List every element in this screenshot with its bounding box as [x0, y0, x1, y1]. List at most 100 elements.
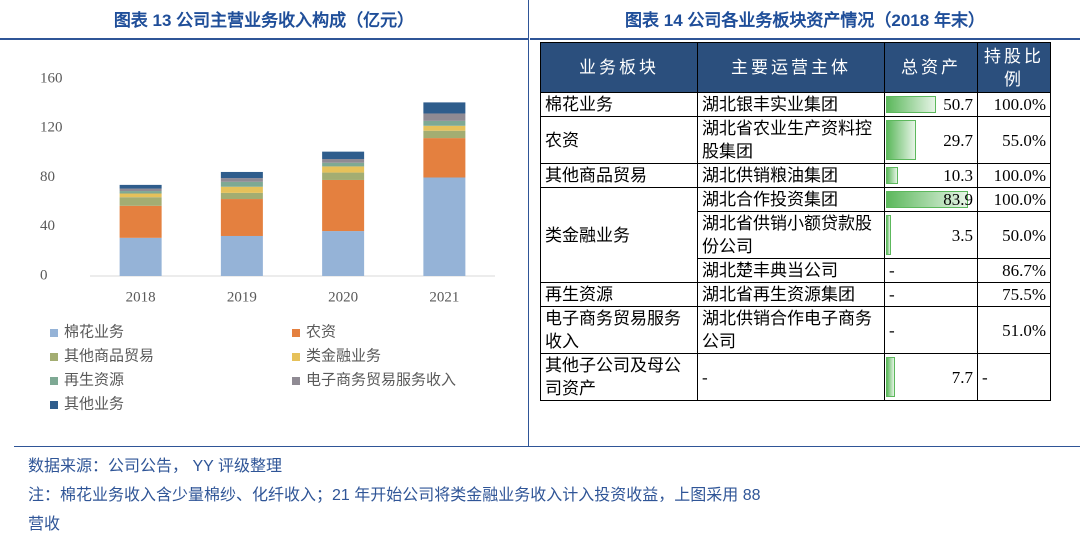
legend-swatch — [50, 353, 58, 361]
table-row: 再生资源 湖北省再生资源集团 - 75.5% — [540, 282, 1051, 307]
x-tick-label: 2020 — [328, 289, 358, 305]
data-bar — [886, 357, 896, 397]
legend-swatch — [50, 329, 58, 337]
entity-cell: 湖北省农业生产资料控股集团 — [697, 116, 885, 164]
assets-cell: 3.5 — [884, 211, 978, 259]
share-cell: - — [977, 353, 1051, 401]
asset-table: 业务板块 主要运营主体 总资产 持股比例 棉花业务 湖北银丰实业集团 50.7 100.0% 农… — [540, 42, 1051, 401]
y-tick-label: 80 — [40, 169, 55, 185]
legend-label: 其他业务 — [64, 395, 124, 412]
x-tick-label: 2021 — [429, 289, 459, 305]
share-cell: 50.0% — [977, 211, 1051, 259]
entity-cell: 湖北银丰实业集团 — [697, 92, 885, 117]
assets-value: 83.9 — [943, 190, 973, 209]
legend-label: 类金融业务 — [306, 347, 381, 364]
legend-label: 电子商务贸易服务收入 — [306, 371, 456, 388]
assets-cell: 10.3 — [884, 163, 978, 188]
table-row: 农资 湖北省农业生产资料控股集团 29.7 55.0% — [540, 116, 1051, 164]
bar-segment — [423, 125, 466, 131]
bar-segment — [322, 231, 365, 276]
assets-value: 7.7 — [951, 367, 973, 387]
legend-label: 棉花业务 — [64, 323, 124, 340]
y-tick-label: 40 — [40, 218, 55, 234]
share-cell: 55.0% — [977, 116, 1051, 164]
bar-segment — [423, 102, 466, 114]
segment-cell: 棉花业务 — [540, 92, 698, 117]
table-row: 电子商务贸易服务收入 湖北供销合作电子商务公司 - 51.0% — [540, 306, 1051, 354]
entity-cell: - — [697, 353, 885, 401]
header-row: 业务板块 主要运营主体 总资产 持股比例 — [540, 42, 1051, 93]
x-tick-label: 2018 — [126, 289, 156, 305]
entity-cell: 湖北供销粮油集团 — [697, 163, 885, 188]
note-line: 注：棉花业务收入含少量棉纱、化纤收入；21 年开始公司将类金融业务收入计入投资收… — [28, 487, 761, 504]
separator — [14, 446, 1080, 447]
bar-segment — [119, 188, 162, 192]
assets-cell: - — [884, 258, 978, 283]
bar-segment — [220, 199, 263, 236]
bar-segment — [322, 166, 365, 173]
segment-cell: 农资 — [540, 116, 698, 164]
notes: 数据来源：公司公告， YY 评级整理注：棉花业务收入含少量棉纱、化纤收入；21 … — [28, 452, 761, 539]
segment-cell: 其他商品贸易 — [540, 163, 698, 188]
data-bar — [886, 120, 917, 160]
legend-swatch — [292, 329, 300, 337]
table-row: 棉花业务 湖北银丰实业集团 50.7 100.0% — [540, 92, 1051, 117]
entity-cell: 湖北供销合作电子商务公司 — [697, 306, 885, 354]
x-tick-label: 2019 — [227, 289, 257, 305]
data-bar — [886, 96, 937, 113]
header-cell: 业务板块 — [540, 42, 698, 93]
share-cell: 100.0% — [977, 163, 1051, 188]
share-cell: 100.0% — [977, 92, 1051, 117]
header-cell: 持股比例 — [977, 42, 1051, 93]
assets-cell: 7.7 — [884, 353, 978, 401]
legend-swatch — [50, 377, 58, 385]
assets-value: 3.5 — [951, 225, 973, 245]
segment-cell: 再生资源 — [540, 282, 698, 307]
bar-segment — [423, 113, 466, 121]
assets-cell: - — [884, 282, 978, 307]
assets-value: 10.3 — [943, 166, 973, 185]
note-line: 数据来源：公司公告， YY 评级整理 — [28, 458, 282, 475]
y-tick-label: 160 — [40, 70, 63, 86]
bar-segment — [220, 171, 263, 179]
note-line: 营收 — [28, 516, 61, 533]
header-cell: 总资产 — [884, 42, 978, 93]
table-title: 图表 14 公司各业务板块资产情况（2018 年末） — [530, 8, 1080, 40]
data-bar — [886, 167, 898, 184]
legend-label: 其他商品贸易 — [64, 347, 154, 364]
assets-value: - — [889, 261, 895, 280]
assets-cell: - — [884, 306, 978, 354]
bar-segment — [322, 172, 365, 180]
y-tick-label: 0 — [40, 267, 48, 283]
bar-segment — [220, 192, 263, 200]
assets-value: - — [889, 320, 895, 340]
assets-cell: 50.7 — [884, 92, 978, 117]
table-row: 湖北省供销小额贷款股份公司 3.5 50.0% — [541, 211, 1051, 259]
segment-cell: 类金融业务 — [540, 187, 698, 283]
share-cell: 51.0% — [977, 306, 1051, 354]
divider — [528, 0, 529, 447]
entity-cell: 湖北楚丰典当公司 — [697, 258, 885, 283]
legend-label: 农资 — [306, 323, 336, 340]
chart-title: 图表 13 公司主营业务收入构成（亿元） — [0, 8, 528, 40]
bar-segment — [119, 237, 162, 276]
bar-segment — [220, 181, 263, 187]
table-row: 其他商品贸易 湖北供销粮油集团 10.3 100.0% — [540, 163, 1051, 188]
data-bar — [886, 191, 968, 208]
bar-segment — [119, 184, 162, 189]
bar-segment — [119, 197, 162, 206]
legend-swatch — [50, 401, 58, 409]
bar-segment — [220, 178, 263, 182]
assets-value: - — [889, 285, 895, 304]
legend-label: 再生资源 — [64, 371, 124, 388]
bar-segment — [322, 162, 365, 167]
bar-segment — [322, 151, 365, 160]
table-row: 其他子公司及母公司资产 -7.7- — [540, 353, 1051, 401]
bar-segment — [119, 205, 162, 238]
assets-cell: 83.9 — [884, 187, 978, 212]
assets-value: 50.7 — [943, 95, 973, 114]
legend-swatch — [292, 353, 300, 361]
bar-segment — [423, 138, 466, 178]
